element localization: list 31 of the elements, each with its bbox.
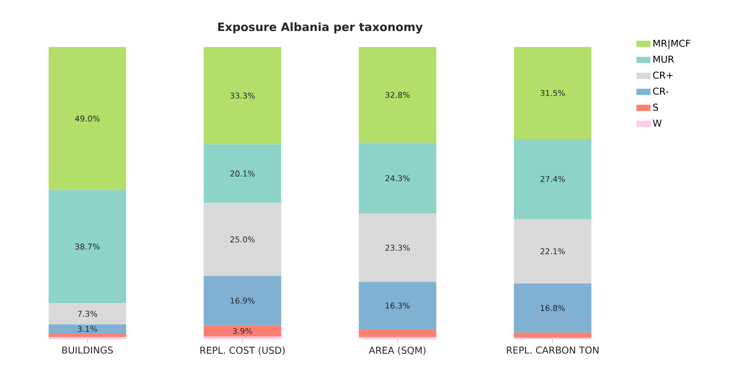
chart-title: Exposure Albania per taxonomy [218, 22, 423, 34]
bar [48, 324, 126, 334]
legend-label: W [652, 120, 662, 127]
bar [48, 190, 126, 304]
legend-label: CR- [653, 88, 668, 95]
x-tick-label: BUILDINGS [62, 346, 113, 354]
bar [204, 46, 282, 144]
x-tick-label: REPL. CARBON TON [506, 346, 598, 354]
x-tick-label: REPL. COST (USD) [200, 346, 285, 355]
x-tick-label: AREA (SQM) [368, 346, 426, 355]
bar [514, 332, 592, 338]
legend-label: S [653, 104, 658, 111]
bar [48, 303, 126, 324]
bar [204, 202, 282, 276]
bar [48, 333, 126, 337]
bar [358, 282, 436, 330]
bar [204, 144, 282, 203]
bar [358, 46, 436, 143]
legend-label: MUR [653, 56, 674, 63]
bar [514, 284, 592, 333]
legend-label: CR+ [653, 72, 673, 79]
bar [204, 325, 282, 337]
bar [358, 214, 436, 282]
bar [514, 46, 592, 139]
bar [358, 142, 436, 214]
legend-label: MR|MCF [653, 40, 690, 49]
bar [204, 276, 282, 326]
bar [514, 218, 592, 284]
bar [358, 329, 436, 337]
bar [514, 138, 592, 219]
bar [48, 46, 126, 190]
